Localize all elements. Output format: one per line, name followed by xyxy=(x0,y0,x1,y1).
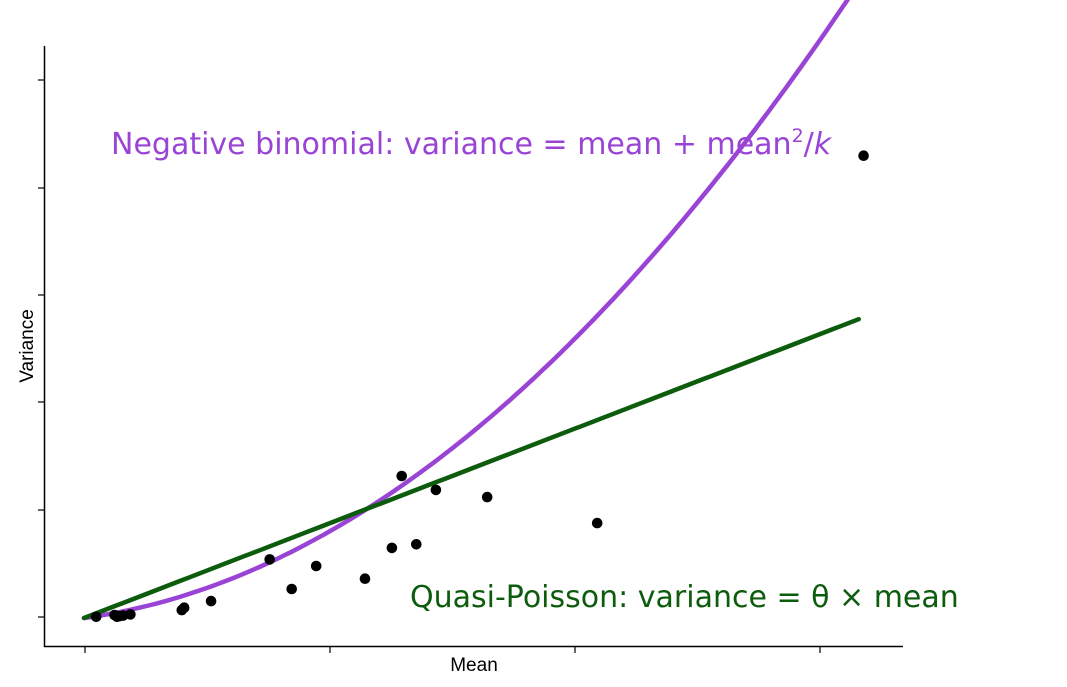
negative-binomial-label-slash: / xyxy=(804,127,815,162)
data-point-14 xyxy=(396,470,408,482)
data-point-12 xyxy=(359,573,371,584)
y-axis-label: Variance xyxy=(17,309,38,383)
data-point-8 xyxy=(205,595,217,607)
quasi-poisson-label: Quasi-Poisson: variance = θ × mean xyxy=(410,580,959,615)
negative-binomial-label-superscript: 2 xyxy=(792,125,804,147)
negative-binomial-label-k: k xyxy=(814,127,833,162)
data-point-15 xyxy=(411,539,422,550)
axes: Mean Variance xyxy=(17,46,903,676)
negative-binomial-curve xyxy=(81,0,851,621)
data-point-19 xyxy=(858,150,869,161)
data-point-18 xyxy=(591,517,603,529)
y-ticks xyxy=(38,79,44,618)
negative-binomial-label-text: Negative binomial: variance = mean + mea… xyxy=(111,127,792,162)
x-ticks xyxy=(84,647,821,653)
data-point-11 xyxy=(310,560,322,572)
negative-binomial-label: Negative binomial: variance = mean + mea… xyxy=(111,125,833,162)
x-axis-label: Mean xyxy=(450,655,498,676)
data-point-17 xyxy=(481,491,493,503)
data-point-5 xyxy=(125,609,136,620)
annotations: Negative binomial: variance = mean + mea… xyxy=(111,125,959,615)
data-points xyxy=(90,150,869,623)
series-lines xyxy=(81,0,861,621)
data-point-13 xyxy=(386,542,398,554)
data-point-7 xyxy=(178,602,190,613)
data-point-16 xyxy=(430,484,442,496)
quasi-poisson-line xyxy=(81,316,861,621)
data-point-0 xyxy=(90,611,102,623)
data-point-10 xyxy=(286,583,298,595)
data-point-9 xyxy=(264,554,276,565)
